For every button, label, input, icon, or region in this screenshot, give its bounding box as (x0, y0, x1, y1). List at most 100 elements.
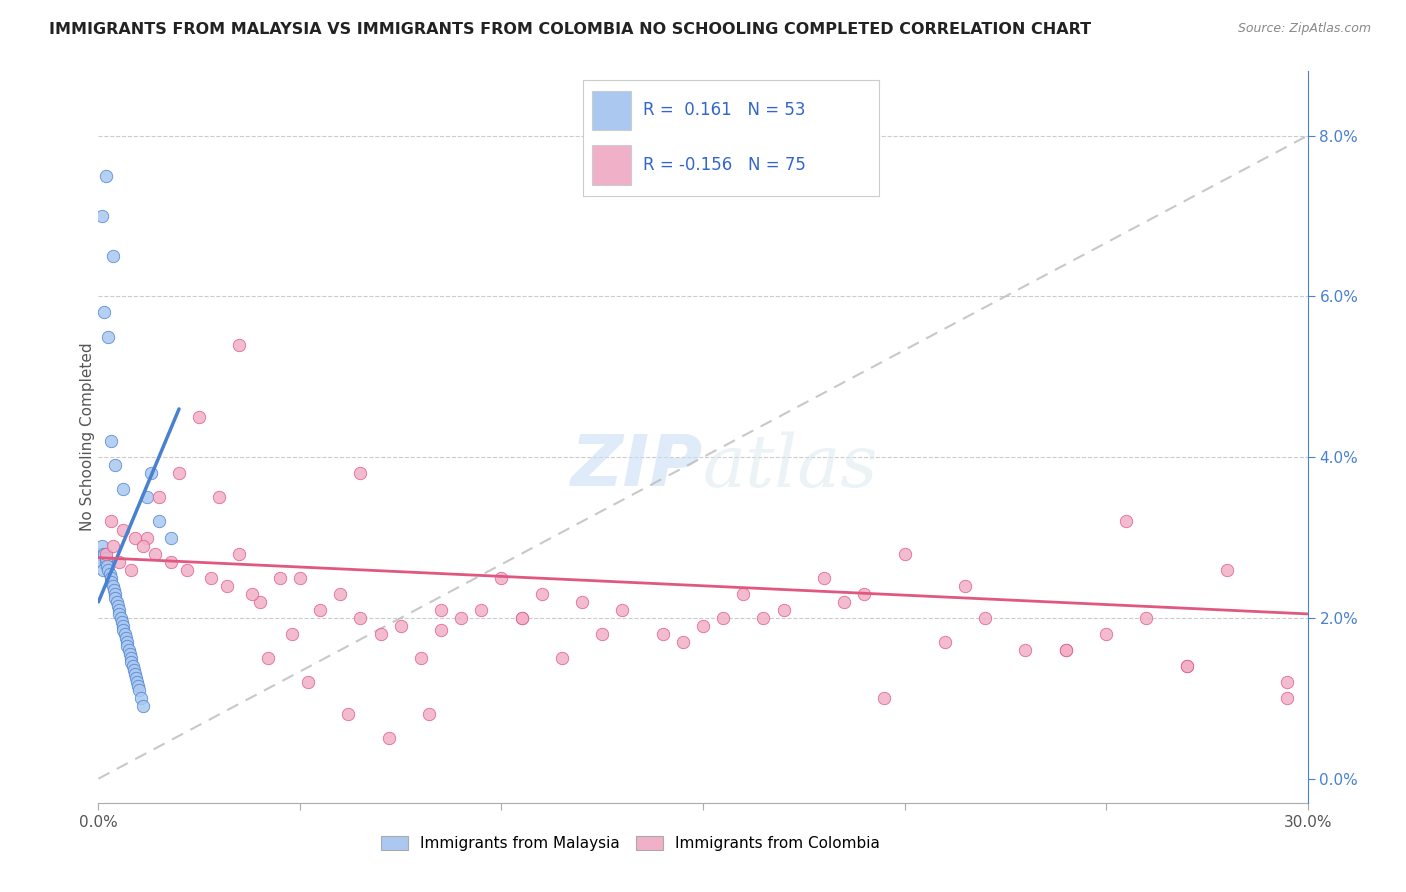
Point (256, 651, 278, 665)
Point (93, 547, 115, 561)
Point (1175, 659, 1198, 673)
Point (91, 539, 114, 553)
Point (148, 515, 170, 529)
Point (114, 627, 136, 641)
Point (873, 691, 896, 706)
Point (111, 615, 134, 629)
Point (100, 434, 122, 449)
Point (101, 539, 124, 553)
Point (672, 635, 695, 649)
Point (733, 587, 755, 601)
Point (188, 409, 211, 424)
Point (853, 587, 876, 601)
Point (281, 627, 304, 641)
Point (96, 558, 118, 573)
Point (100, 515, 122, 529)
Point (103, 458, 125, 473)
Point (135, 531, 157, 545)
FancyBboxPatch shape (592, 145, 631, 185)
Point (832, 595, 855, 609)
Point (103, 582, 125, 597)
Point (107, 599, 129, 613)
Point (1054, 643, 1077, 657)
Point (1277, 675, 1299, 690)
Point (124, 531, 146, 545)
Point (571, 595, 593, 609)
Text: R = -0.156   N = 75: R = -0.156 N = 75 (643, 156, 806, 174)
Point (115, 635, 138, 649)
Point (1277, 691, 1299, 706)
Text: IMMIGRANTS FROM MALAYSIA VS IMMIGRANTS FROM COLOMBIA NO SCHOOLING COMPLETED CORR: IMMIGRANTS FROM MALAYSIA VS IMMIGRANTS F… (49, 22, 1091, 37)
Point (974, 611, 997, 625)
Point (1135, 611, 1157, 625)
Point (97, 563, 120, 577)
Point (337, 707, 360, 722)
Point (110, 611, 132, 625)
Point (813, 571, 835, 585)
Point (692, 619, 714, 633)
Point (107, 603, 129, 617)
Point (349, 467, 371, 481)
Point (1216, 563, 1239, 577)
Point (114, 631, 136, 645)
Point (711, 611, 734, 625)
Point (96, 550, 118, 565)
Point (530, 587, 553, 601)
Text: R =  0.161   N = 53: R = 0.161 N = 53 (643, 102, 806, 120)
Point (409, 651, 432, 665)
Point (129, 691, 152, 706)
Point (101, 579, 124, 593)
Legend: Immigrants from Malaysia, Immigrants from Colombia: Immigrants from Malaysia, Immigrants fro… (374, 830, 886, 857)
Point (1014, 643, 1036, 657)
Point (124, 671, 146, 685)
Point (309, 603, 332, 617)
Point (1115, 515, 1137, 529)
Point (491, 571, 513, 585)
Point (118, 643, 141, 657)
Point (139, 467, 162, 481)
Point (228, 547, 250, 561)
Point (111, 483, 134, 497)
Point (111, 619, 134, 633)
Point (176, 563, 198, 577)
Text: atlas: atlas (703, 431, 879, 501)
Point (217, 579, 239, 593)
Point (430, 623, 453, 637)
Point (107, 555, 129, 569)
Point (934, 635, 956, 649)
Point (297, 675, 319, 690)
Point (103, 587, 125, 601)
Point (96, 169, 118, 183)
Point (329, 587, 352, 601)
Point (94, 555, 117, 569)
Point (349, 611, 371, 625)
Point (91, 563, 114, 577)
Point (377, 731, 399, 746)
Point (208, 491, 231, 505)
Point (91, 209, 114, 223)
Point (389, 619, 412, 633)
Point (112, 623, 135, 637)
Point (120, 563, 142, 577)
Point (160, 555, 183, 569)
Y-axis label: No Schooling Completed: No Schooling Completed (80, 343, 94, 532)
Point (430, 603, 453, 617)
Point (121, 659, 143, 673)
Point (90, 555, 112, 569)
Point (510, 611, 533, 625)
Point (160, 531, 183, 545)
Point (612, 603, 634, 617)
Point (101, 249, 124, 263)
Point (143, 547, 166, 561)
Point (100, 574, 122, 589)
Point (93, 305, 115, 319)
Point (249, 595, 271, 609)
Point (124, 667, 146, 681)
Point (591, 627, 613, 641)
Point (269, 571, 291, 585)
Point (370, 627, 392, 641)
Point (111, 523, 134, 537)
Point (1095, 627, 1118, 641)
Text: Source: ZipAtlas.com: Source: ZipAtlas.com (1237, 22, 1371, 36)
Point (97, 329, 120, 343)
